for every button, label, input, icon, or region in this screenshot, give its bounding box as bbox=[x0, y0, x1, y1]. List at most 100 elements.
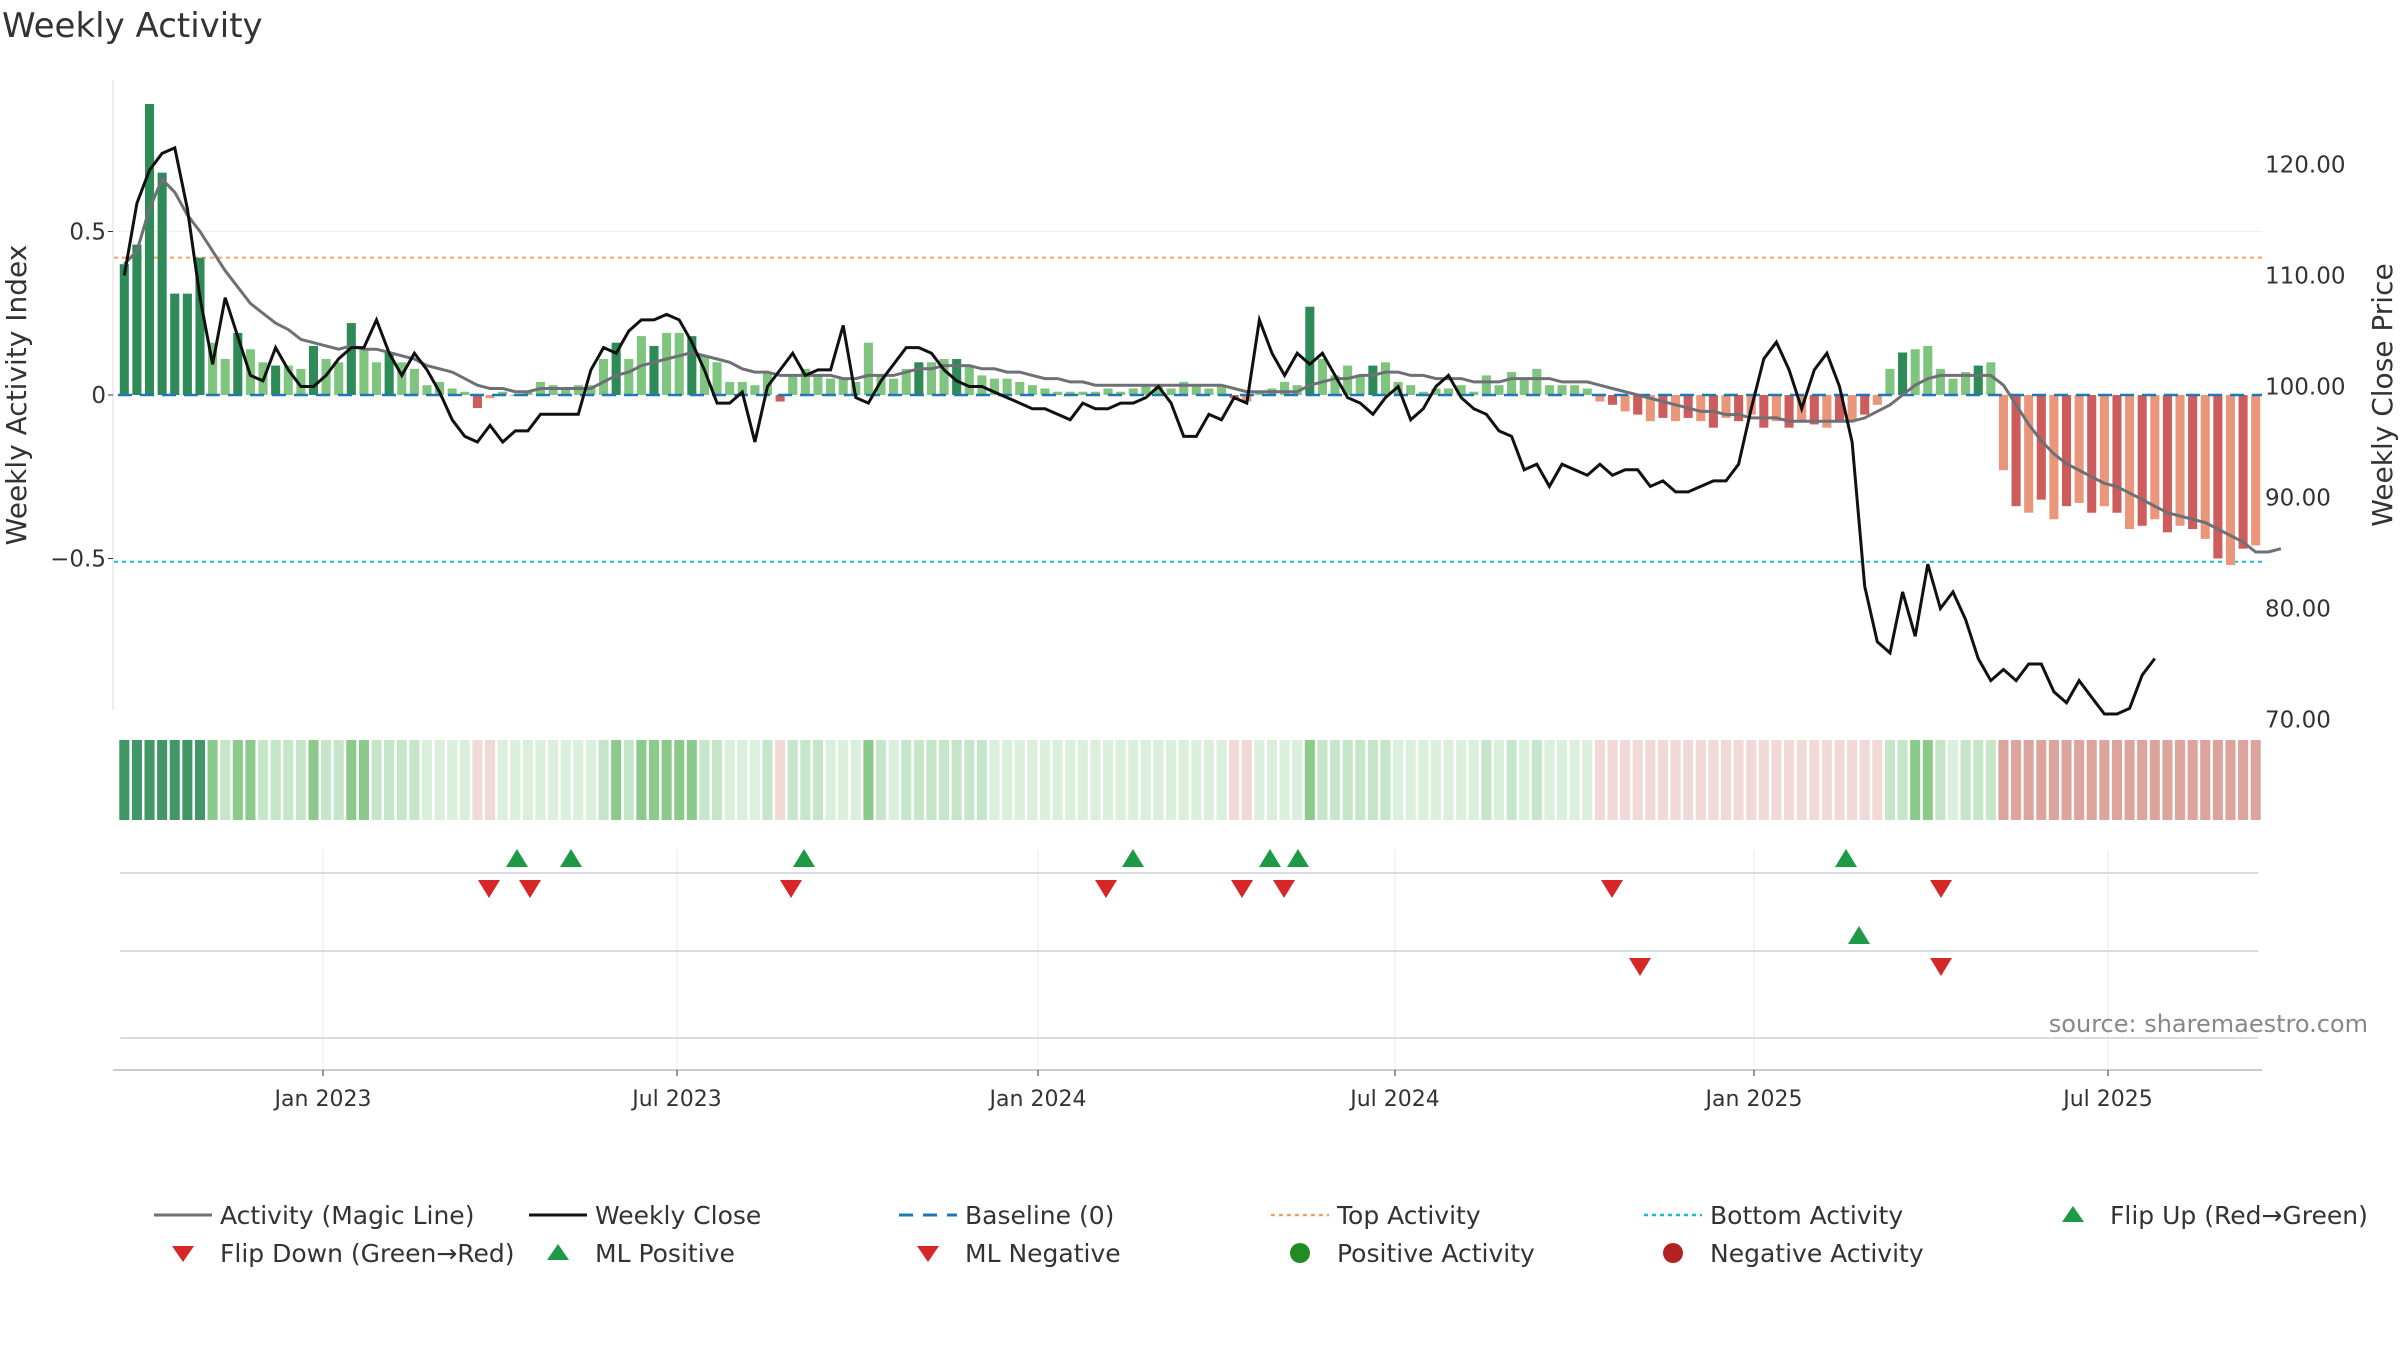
activity-bar bbox=[2061, 395, 2072, 507]
activity-bar bbox=[1771, 395, 1781, 422]
activity-bar bbox=[2150, 395, 2160, 520]
activity-bar bbox=[170, 293, 180, 395]
heat-cell bbox=[119, 740, 130, 820]
activity-bar bbox=[2087, 395, 2097, 513]
heat-cell bbox=[2250, 740, 2261, 820]
heat-cell bbox=[232, 740, 243, 820]
heat-cell bbox=[888, 740, 899, 820]
heat-cell bbox=[396, 740, 407, 820]
heat-cell bbox=[1481, 740, 1492, 820]
activity-bar bbox=[952, 359, 962, 395]
heat-cell bbox=[1607, 740, 1618, 820]
y-right-tick-label: 110.00 bbox=[2265, 264, 2345, 290]
activity-bar bbox=[1481, 375, 1491, 395]
heat-cell bbox=[800, 740, 811, 820]
heat-cell bbox=[194, 740, 206, 820]
flip-up-marker bbox=[1259, 849, 1281, 867]
heat-cell bbox=[1430, 740, 1441, 820]
activity-bar bbox=[699, 355, 709, 395]
legend-label: Positive Activity bbox=[1337, 1238, 1535, 1268]
heat-cell bbox=[724, 740, 735, 820]
heat-cell bbox=[939, 740, 950, 820]
legend-symbol-bottom bbox=[1640, 1200, 1706, 1230]
activity-bar bbox=[132, 244, 142, 395]
y-left-tick-label: 0.5 bbox=[69, 220, 106, 246]
activity-bar bbox=[1671, 395, 1681, 422]
heat-cell bbox=[1821, 740, 1832, 820]
heat-cell bbox=[1620, 740, 1631, 820]
activity-bar bbox=[1872, 395, 1882, 405]
activity-bar bbox=[662, 332, 672, 395]
heat-cell bbox=[1203, 740, 1214, 820]
heat-cell bbox=[560, 740, 571, 820]
activity-bar bbox=[1179, 381, 1189, 395]
activity-bar bbox=[1216, 385, 1227, 395]
heat-cell bbox=[2174, 740, 2186, 820]
activity-bar bbox=[1557, 385, 1567, 395]
heat-cell bbox=[434, 740, 445, 820]
heat-cell bbox=[169, 740, 180, 820]
activity-heat-strip bbox=[119, 740, 2261, 820]
flip-up-marker bbox=[1122, 849, 1144, 867]
heat-cell bbox=[1153, 740, 1164, 820]
heat-cell bbox=[875, 740, 887, 820]
heat-cell bbox=[648, 740, 660, 820]
heat-cell bbox=[737, 740, 748, 820]
activity-bar bbox=[989, 378, 1000, 395]
heat-cell bbox=[1657, 740, 1668, 820]
legend-symbol-posdot bbox=[1267, 1238, 1333, 1268]
activity-bar bbox=[523, 391, 533, 395]
heat-cell bbox=[1317, 740, 1328, 820]
legend-symbol-magic bbox=[150, 1200, 216, 1230]
y-right-tick-label: 120.00 bbox=[2265, 153, 2345, 179]
heat-cell bbox=[1418, 740, 1429, 820]
heat-cell bbox=[1266, 740, 1278, 820]
heat-cell bbox=[1758, 740, 1769, 820]
heat-cell bbox=[1014, 740, 1025, 820]
heat-cell bbox=[1355, 740, 1366, 820]
heat-cell bbox=[1102, 740, 1114, 820]
heat-cell bbox=[1947, 740, 1959, 820]
activity-bar bbox=[901, 368, 911, 395]
activity-bar bbox=[1570, 385, 1580, 395]
legend-symbol-flipdown bbox=[150, 1238, 216, 1268]
activity-bar bbox=[2125, 395, 2135, 530]
heat-cell bbox=[371, 740, 382, 820]
activity-bar bbox=[2251, 395, 2261, 546]
heat-cell bbox=[548, 740, 559, 820]
y-right-axis-label: Weekly Close Price bbox=[2366, 263, 2399, 526]
activity-bar bbox=[1254, 391, 1264, 395]
heat-cell bbox=[459, 740, 470, 820]
heat-cell bbox=[131, 740, 142, 820]
heat-cell bbox=[674, 740, 685, 820]
heat-cell bbox=[1834, 740, 1845, 820]
heat-cell bbox=[2011, 740, 2022, 820]
flip-down-marker bbox=[1273, 880, 1295, 898]
activity-bar bbox=[1948, 378, 1958, 395]
heat-cell bbox=[522, 740, 533, 820]
activity-bar bbox=[1607, 395, 1618, 405]
activity-bar bbox=[144, 103, 155, 395]
legend-item-magic: Activity (Magic Line) bbox=[150, 1198, 474, 1232]
heat-cell bbox=[1279, 740, 1290, 820]
activity-bar bbox=[271, 365, 281, 395]
heat-cell bbox=[1304, 740, 1315, 820]
heat-cell bbox=[1166, 740, 1177, 820]
heat-cell bbox=[1178, 740, 1189, 820]
activity-bar bbox=[498, 391, 508, 395]
source-credit: source: sharemaestro.com bbox=[2048, 1010, 2368, 1038]
heat-cell bbox=[535, 740, 546, 820]
heat-cell bbox=[1985, 740, 1996, 820]
legend-label: ML Negative bbox=[965, 1238, 1121, 1268]
activity-bar bbox=[1469, 391, 1479, 395]
flip-up-marker bbox=[1287, 849, 1309, 867]
heat-cell bbox=[951, 740, 962, 820]
activity-bar bbox=[851, 381, 861, 395]
heat-cell bbox=[1531, 740, 1542, 820]
activity-bar bbox=[472, 395, 482, 409]
heat-cell bbox=[2200, 740, 2211, 820]
heat-cell bbox=[901, 740, 912, 820]
flip-down-marker bbox=[1601, 880, 1623, 898]
legend-symbol-flipup bbox=[2040, 1200, 2106, 1230]
